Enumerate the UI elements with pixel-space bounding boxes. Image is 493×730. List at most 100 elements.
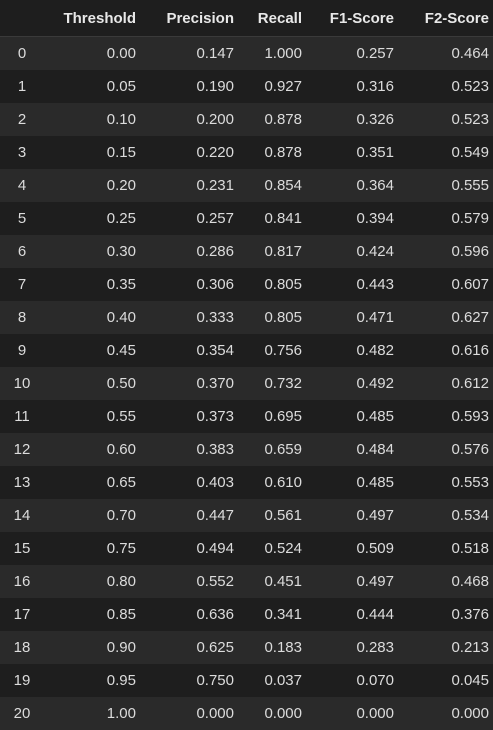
precision-cell: 0.383 xyxy=(140,433,238,466)
row-index: 0 xyxy=(0,36,44,70)
precision-cell: 0.447 xyxy=(140,499,238,532)
threshold-cell: 0.80 xyxy=(44,565,140,598)
recall-cell: 0.695 xyxy=(238,400,306,433)
f1-score-cell: 0.492 xyxy=(306,367,398,400)
table-row: 19 0.95 0.750 0.037 0.070 0.045 xyxy=(0,664,493,697)
row-index: 12 xyxy=(0,433,44,466)
table-row: 9 0.45 0.354 0.756 0.482 0.616 xyxy=(0,334,493,367)
recall-cell: 0.341 xyxy=(238,598,306,631)
header-index xyxy=(0,0,44,37)
f1-score-cell: 0.070 xyxy=(306,664,398,697)
recall-cell: 0.451 xyxy=(238,565,306,598)
threshold-cell: 0.60 xyxy=(44,433,140,466)
f2-score-cell: 0.534 xyxy=(398,499,493,532)
f2-score-cell: 0.553 xyxy=(398,466,493,499)
row-index: 1 xyxy=(0,70,44,103)
precision-cell: 0.750 xyxy=(140,664,238,697)
threshold-cell: 0.90 xyxy=(44,631,140,664)
threshold-cell: 0.65 xyxy=(44,466,140,499)
f2-score-cell: 0.612 xyxy=(398,367,493,400)
row-index: 8 xyxy=(0,301,44,334)
recall-cell: 0.817 xyxy=(238,235,306,268)
f2-score-cell: 0.549 xyxy=(398,136,493,169)
recall-cell: 0.927 xyxy=(238,70,306,103)
f2-score-cell: 0.518 xyxy=(398,532,493,565)
f1-score-cell: 0.257 xyxy=(306,36,398,70)
precision-cell: 0.494 xyxy=(140,532,238,565)
recall-cell: 0.805 xyxy=(238,268,306,301)
header-f1-score: F1-Score xyxy=(306,0,398,37)
row-index: 6 xyxy=(0,235,44,268)
f2-score-cell: 0.376 xyxy=(398,598,493,631)
header-recall: Recall xyxy=(238,0,306,37)
threshold-cell: 0.20 xyxy=(44,169,140,202)
table-row: 17 0.85 0.636 0.341 0.444 0.376 xyxy=(0,598,493,631)
row-index: 11 xyxy=(0,400,44,433)
table-header: Threshold Precision Recall F1-Score F2-S… xyxy=(0,0,493,37)
table-row: 14 0.70 0.447 0.561 0.497 0.534 xyxy=(0,499,493,532)
recall-cell: 0.524 xyxy=(238,532,306,565)
row-index: 3 xyxy=(0,136,44,169)
threshold-cell: 0.00 xyxy=(44,36,140,70)
precision-cell: 0.370 xyxy=(140,367,238,400)
f2-score-cell: 0.555 xyxy=(398,169,493,202)
table-row: 16 0.80 0.552 0.451 0.497 0.468 xyxy=(0,565,493,598)
table-row: 20 1.00 0.000 0.000 0.000 0.000 xyxy=(0,697,493,730)
f2-score-cell: 0.593 xyxy=(398,400,493,433)
f2-score-cell: 0.213 xyxy=(398,631,493,664)
recall-cell: 0.841 xyxy=(238,202,306,235)
f2-score-cell: 0.627 xyxy=(398,301,493,334)
f2-score-cell: 0.576 xyxy=(398,433,493,466)
row-index: 5 xyxy=(0,202,44,235)
recall-cell: 0.756 xyxy=(238,334,306,367)
precision-cell: 0.636 xyxy=(140,598,238,631)
table-row: 18 0.90 0.625 0.183 0.283 0.213 xyxy=(0,631,493,664)
threshold-cell: 0.10 xyxy=(44,103,140,136)
f1-score-cell: 0.000 xyxy=(306,697,398,730)
precision-cell: 0.403 xyxy=(140,466,238,499)
table-row: 2 0.10 0.200 0.878 0.326 0.523 xyxy=(0,103,493,136)
f1-score-cell: 0.497 xyxy=(306,499,398,532)
threshold-cell: 0.50 xyxy=(44,367,140,400)
f1-score-cell: 0.485 xyxy=(306,400,398,433)
threshold-cell: 0.25 xyxy=(44,202,140,235)
f1-score-cell: 0.316 xyxy=(306,70,398,103)
f2-score-cell: 0.523 xyxy=(398,70,493,103)
row-index: 17 xyxy=(0,598,44,631)
f1-score-cell: 0.444 xyxy=(306,598,398,631)
f1-score-cell: 0.484 xyxy=(306,433,398,466)
f2-score-cell: 0.464 xyxy=(398,36,493,70)
threshold-cell: 0.95 xyxy=(44,664,140,697)
threshold-cell: 0.35 xyxy=(44,268,140,301)
row-index: 4 xyxy=(0,169,44,202)
table-row: 10 0.50 0.370 0.732 0.492 0.612 xyxy=(0,367,493,400)
threshold-cell: 0.15 xyxy=(44,136,140,169)
precision-cell: 0.306 xyxy=(140,268,238,301)
f1-score-cell: 0.471 xyxy=(306,301,398,334)
table-row: 5 0.25 0.257 0.841 0.394 0.579 xyxy=(0,202,493,235)
row-index: 15 xyxy=(0,532,44,565)
row-index: 18 xyxy=(0,631,44,664)
table-row: 0 0.00 0.147 1.000 0.257 0.464 xyxy=(0,36,493,70)
precision-cell: 0.220 xyxy=(140,136,238,169)
f2-score-cell: 0.523 xyxy=(398,103,493,136)
f2-score-cell: 0.000 xyxy=(398,697,493,730)
row-index: 16 xyxy=(0,565,44,598)
f1-score-cell: 0.326 xyxy=(306,103,398,136)
precision-cell: 0.000 xyxy=(140,697,238,730)
row-index: 2 xyxy=(0,103,44,136)
recall-cell: 0.878 xyxy=(238,103,306,136)
f2-score-cell: 0.045 xyxy=(398,664,493,697)
precision-cell: 0.200 xyxy=(140,103,238,136)
precision-cell: 0.190 xyxy=(140,70,238,103)
table-row: 1 0.05 0.190 0.927 0.316 0.523 xyxy=(0,70,493,103)
recall-cell: 0.037 xyxy=(238,664,306,697)
recall-cell: 0.878 xyxy=(238,136,306,169)
header-precision: Precision xyxy=(140,0,238,37)
precision-cell: 0.257 xyxy=(140,202,238,235)
row-index: 19 xyxy=(0,664,44,697)
f1-score-cell: 0.497 xyxy=(306,565,398,598)
f1-score-cell: 0.394 xyxy=(306,202,398,235)
f1-score-cell: 0.283 xyxy=(306,631,398,664)
